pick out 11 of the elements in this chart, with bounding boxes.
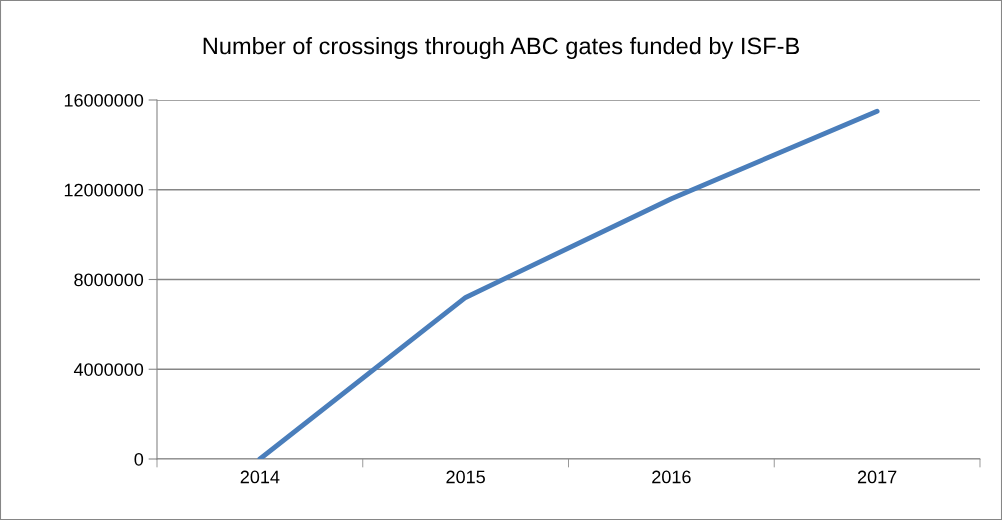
line-series <box>257 108 880 459</box>
x-tick-label: 2014 <box>240 470 280 484</box>
y-tick-label: 4000000 <box>73 363 144 376</box>
x-tick-label: 2015 <box>446 470 485 484</box>
x-tick-label: 2016 <box>652 470 691 484</box>
y-tick-label: 16000000 <box>64 93 144 107</box>
y-tick-label: 0 <box>134 452 144 466</box>
chart-title: Number of crossings through ABC gates funded by ISF-B <box>203 37 799 59</box>
y-tick-label: 12000000 <box>64 183 144 197</box>
y-tick-label: 8000000 <box>74 273 144 287</box>
x-tick-label: 2017 <box>857 470 897 484</box>
